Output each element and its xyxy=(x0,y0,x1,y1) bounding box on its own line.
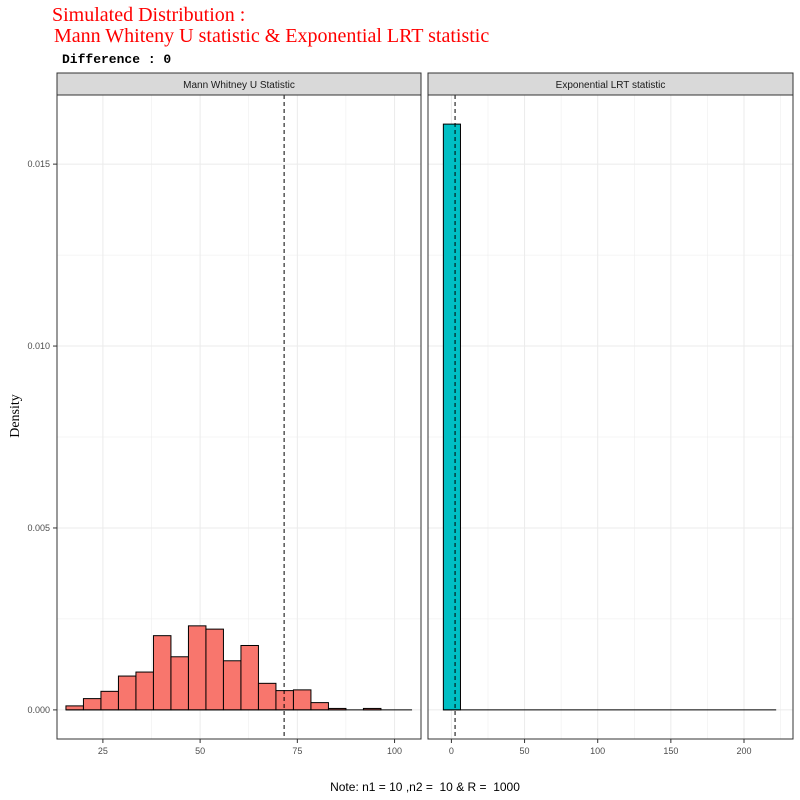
x-tick-label: 25 xyxy=(98,746,108,756)
chart-subtitle: Difference : 0 xyxy=(62,52,172,67)
x-tick-label: 100 xyxy=(590,746,605,756)
x-tick-label: 100 xyxy=(387,746,402,756)
panel-background xyxy=(57,95,421,739)
histogram-bar xyxy=(187,625,207,711)
histogram-bar xyxy=(100,690,119,711)
histogram-bar xyxy=(152,635,172,711)
facet-panel-1: Mann Whitney U Statistic 25 50 75 100 xyxy=(56,72,422,756)
x-tick-label: 50 xyxy=(520,746,530,756)
chart-title-line-1: Simulated Distribution : xyxy=(52,4,246,26)
y-axis: 0.000 0.005 0.010 0.015 xyxy=(27,159,57,715)
facet-strip xyxy=(427,72,794,96)
histogram-bar xyxy=(82,698,102,711)
histogram-bar xyxy=(65,705,84,711)
chart-caption: Note: n1 = 10 ,n2 = 10 & R = 1000 xyxy=(330,780,520,794)
histogram-bar xyxy=(135,671,154,711)
histogram-bar xyxy=(292,689,312,711)
y-tick-label: 0.015 xyxy=(27,159,50,169)
y-tick-label: 0.000 xyxy=(27,705,50,715)
y-tick-label: 0.005 xyxy=(27,523,50,533)
histogram-bar xyxy=(257,682,277,711)
x-tick-label: 75 xyxy=(292,746,302,756)
facet-panel-2: Exponential LRT statistic 0 50 100 150 200 xyxy=(427,72,794,756)
facet-strip-label: Mann Whitney U Statistic xyxy=(183,80,295,91)
x-tick-label: 150 xyxy=(663,746,678,756)
histogram-bar xyxy=(170,656,189,711)
x-tick-label: 200 xyxy=(736,746,751,756)
histogram-bar xyxy=(222,660,242,711)
x-tick-label: 50 xyxy=(195,746,205,756)
histogram-bar xyxy=(275,690,294,711)
y-axis-title: Density xyxy=(8,394,23,438)
chart-title-line-2: Mann Whiteny U statistic & Exponential L… xyxy=(54,25,490,47)
histogram-bar xyxy=(205,628,224,711)
histogram-bar xyxy=(310,702,329,711)
y-tick-label: 0.010 xyxy=(27,341,50,351)
facet-strip xyxy=(56,72,422,96)
histogram-bar xyxy=(442,123,461,711)
facet-strip-label: Exponential LRT statistic xyxy=(556,80,666,91)
histogram-bar xyxy=(117,675,137,711)
x-tick-label: 0 xyxy=(449,746,454,756)
panel-background xyxy=(428,95,793,739)
histogram-bar xyxy=(240,644,259,711)
